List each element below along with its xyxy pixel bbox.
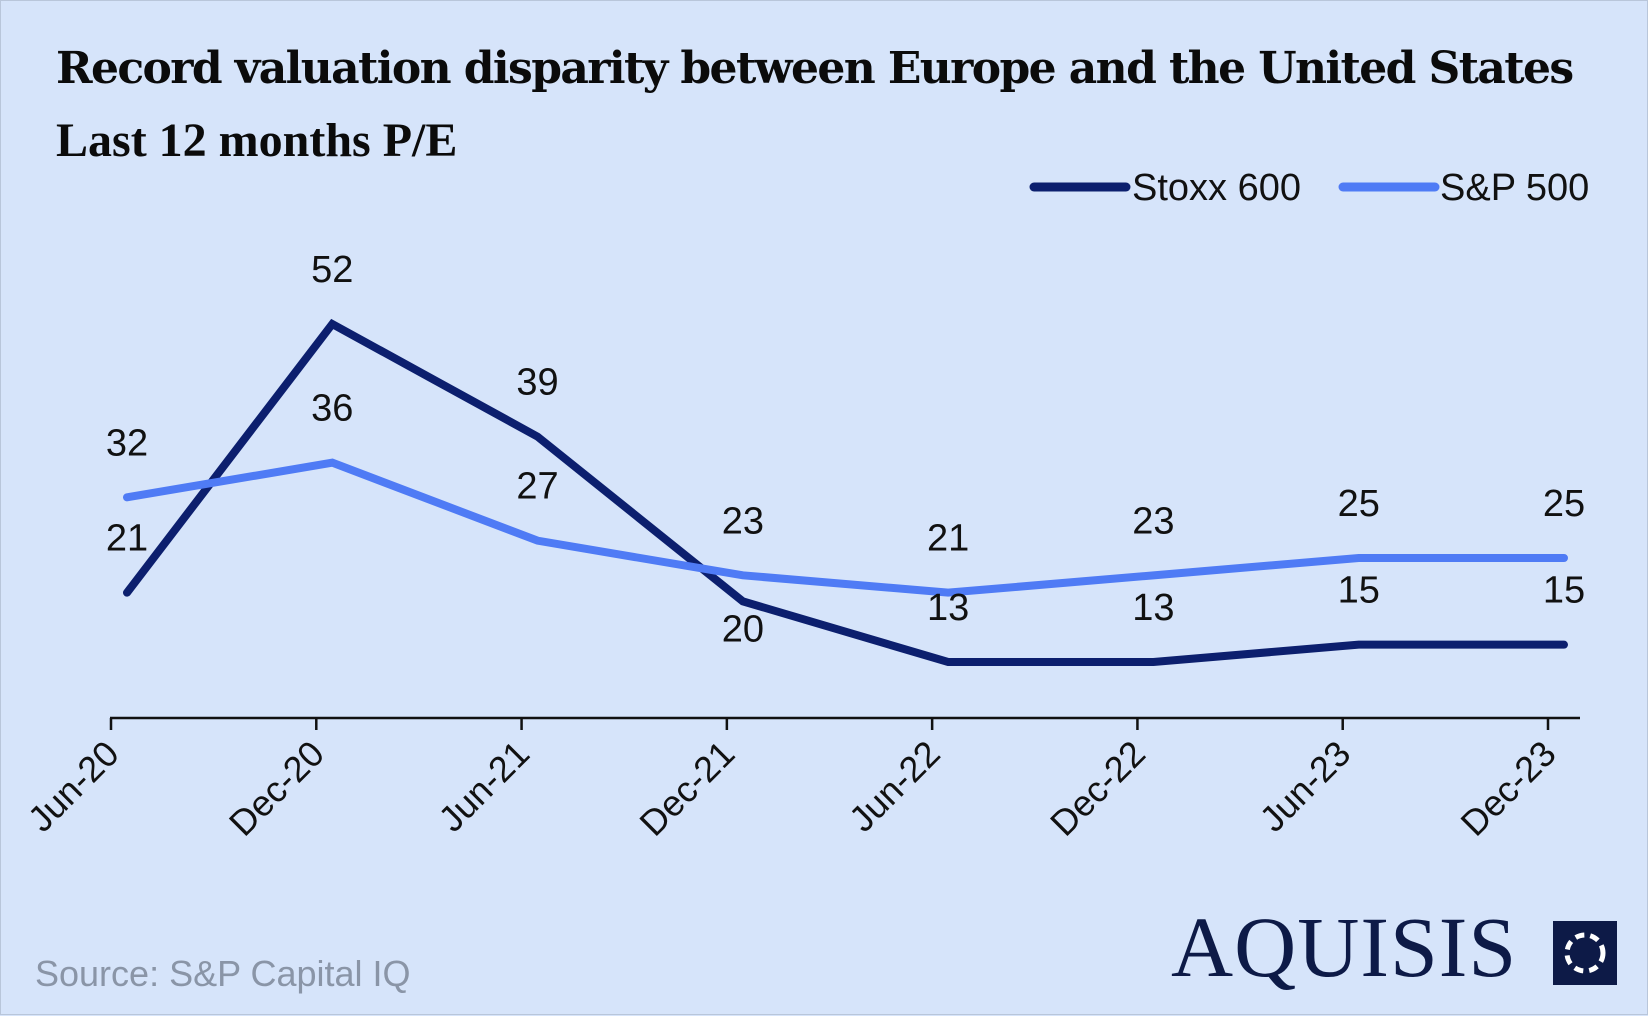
data-label: 23 [722,500,764,542]
data-label: 25 [1543,483,1585,525]
data-label: 32 [106,422,148,464]
x-tick-label: Jun-22 [841,733,948,840]
data-label: 52 [311,249,353,291]
data-label: 25 [1338,483,1380,525]
data-label: 36 [311,388,353,430]
chart-subtitle: Last 12 months P/E [56,114,458,167]
series-line-stoxx-600 [123,318,1568,666]
series-lines [123,318,1568,666]
x-tick-label: Jun-21 [430,733,537,840]
x-tick-label: Dec-20 [221,733,332,844]
source-note: Source: S&P Capital IQ [35,953,411,994]
brand-wordmark: AQUISIS [1171,899,1518,995]
x-axis: Jun-20 Dec-20 Jun-21 Dec-21 Jun-22 Dec-22 Jun-… [20,716,1580,844]
data-label: 13 [1132,587,1174,629]
data-label: 21 [927,518,969,560]
x-tick-label: Dec-23 [1453,733,1564,844]
legend-label-sp-500: S&P 500 [1440,167,1589,209]
data-label: 39 [516,362,558,404]
data-label: 21 [106,518,148,560]
data-labels: 21 52 39 20 13 13 15 15 32 36 27 23 21 23 25 25 [106,249,1585,650]
data-label: 15 [1543,570,1585,612]
x-tick-label: Jun-20 [20,733,127,840]
data-label: 15 [1338,570,1380,612]
series-line-sp-500 [123,458,1568,597]
square-dotted-circle-icon [1553,921,1617,985]
data-label: 23 [1132,500,1174,542]
data-label: 20 [722,608,764,650]
chart-title: Record valuation disparity between Europ… [56,43,1574,94]
x-tick-label: Dec-22 [1042,733,1153,844]
x-tick-label: Jun-23 [1252,733,1359,840]
legend: Stoxx 600 S&P 500 [1029,167,1589,209]
data-label: 13 [927,587,969,629]
legend-label-stoxx-600: Stoxx 600 [1132,167,1301,209]
x-tick-label: Dec-21 [631,733,742,844]
data-label: 27 [516,466,558,508]
